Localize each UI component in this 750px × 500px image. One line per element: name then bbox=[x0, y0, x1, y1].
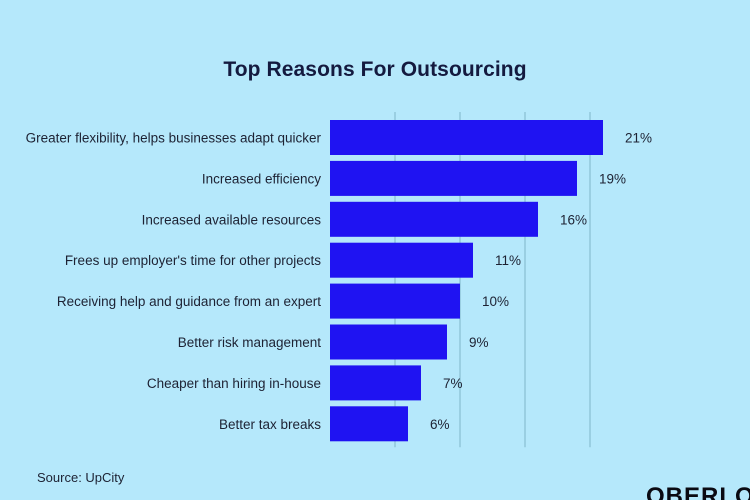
value-label: 21% bbox=[625, 131, 652, 146]
bar bbox=[330, 406, 408, 442]
source-note: Source: UpCity bbox=[37, 470, 125, 485]
bar bbox=[330, 120, 603, 155]
value-label: 10% bbox=[482, 294, 509, 309]
chart-title: Top Reasons For Outsourcing bbox=[223, 58, 527, 81]
category-label: Better tax breaks bbox=[219, 417, 321, 432]
bar bbox=[330, 242, 473, 278]
bar bbox=[330, 160, 577, 196]
category-label: Frees up employer's time for other proje… bbox=[65, 253, 321, 268]
category-label: Greater flexibility, helps businesses ad… bbox=[26, 131, 322, 146]
value-label: 7% bbox=[443, 376, 463, 391]
category-label: Increased efficiency bbox=[202, 171, 321, 186]
category-label: Better risk management bbox=[178, 335, 322, 350]
value-label: 11% bbox=[495, 253, 521, 268]
value-label: 9% bbox=[469, 335, 489, 350]
bar bbox=[330, 324, 447, 360]
bar bbox=[330, 365, 421, 401]
category-label: Cheaper than hiring in-house bbox=[147, 376, 321, 391]
category-label: Increased available resources bbox=[142, 212, 322, 227]
bar bbox=[330, 283, 460, 319]
bars bbox=[330, 120, 603, 442]
labels: Greater flexibility, helps businesses ad… bbox=[26, 131, 652, 432]
value-label: 16% bbox=[560, 212, 587, 227]
value-label: 6% bbox=[430, 417, 450, 432]
bar bbox=[330, 201, 538, 237]
category-label: Receiving help and guidance from an expe… bbox=[57, 294, 321, 309]
brand-logo: OBERLO bbox=[646, 483, 750, 500]
value-label: 19% bbox=[599, 171, 626, 186]
